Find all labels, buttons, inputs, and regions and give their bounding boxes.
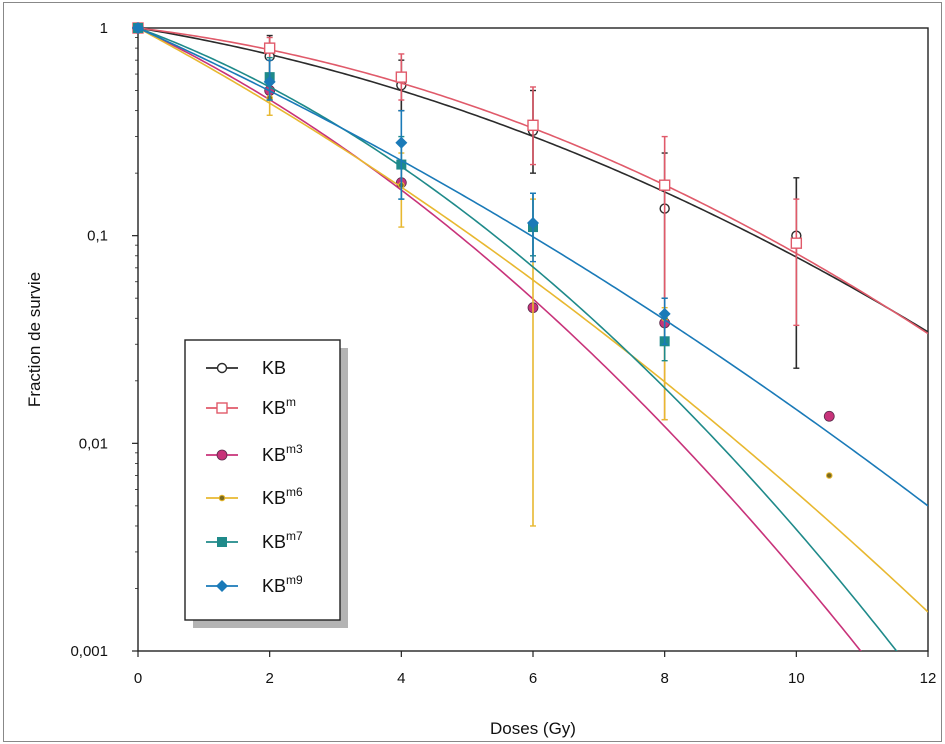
- legend-label: KBm7: [262, 529, 303, 552]
- x-tick-label: 12: [920, 670, 937, 687]
- series-kb: [132, 22, 928, 369]
- data-point: [527, 217, 539, 230]
- y-tick-label: 1: [100, 20, 108, 37]
- legend-label: KBm9: [262, 573, 303, 596]
- data-point: [527, 119, 539, 131]
- legend-label: KBm6: [262, 485, 303, 508]
- x-tick-label: 8: [660, 670, 668, 687]
- legend-label: KB: [262, 358, 286, 378]
- legend-label: KBm: [262, 395, 296, 418]
- legend-label: KBm3: [262, 442, 303, 465]
- data-point: [263, 75, 276, 88]
- legend-marker: [217, 537, 227, 547]
- y-tick-label: 0,001: [70, 643, 108, 660]
- x-axis-title: Doses (Gy): [490, 719, 576, 738]
- y-axis-title: Fraction de survie: [25, 272, 44, 407]
- legend-box: [184, 339, 341, 621]
- data-point: [658, 179, 671, 191]
- data-point: [790, 237, 803, 249]
- chart-frame: [3, 2, 942, 742]
- legend: KB KBm KBm3 KBm6 KBm7 KBm9: [184, 339, 348, 628]
- legend-marker: [216, 362, 228, 374]
- legend-marker: [216, 449, 228, 461]
- data-point: [263, 42, 276, 54]
- x-tick-label: 4: [397, 670, 405, 687]
- data-point: [823, 410, 835, 422]
- data-point: [658, 307, 671, 320]
- x-tick-label: 6: [529, 670, 537, 687]
- legend-marker: [216, 580, 228, 592]
- data-point: [395, 136, 408, 149]
- data-point: [825, 472, 833, 479]
- x-tick-label: 10: [788, 670, 805, 687]
- x-tick-label: 2: [265, 670, 273, 687]
- data-point: [132, 22, 144, 34]
- legend-marker: [218, 494, 226, 502]
- y-tick-label: 0,01: [79, 435, 108, 452]
- y-tick-label: 0,1: [87, 228, 108, 245]
- x-tick-label: 0: [134, 670, 142, 687]
- series-kbm9: [132, 22, 928, 507]
- data-point: [395, 71, 408, 83]
- legend-marker: [216, 402, 228, 414]
